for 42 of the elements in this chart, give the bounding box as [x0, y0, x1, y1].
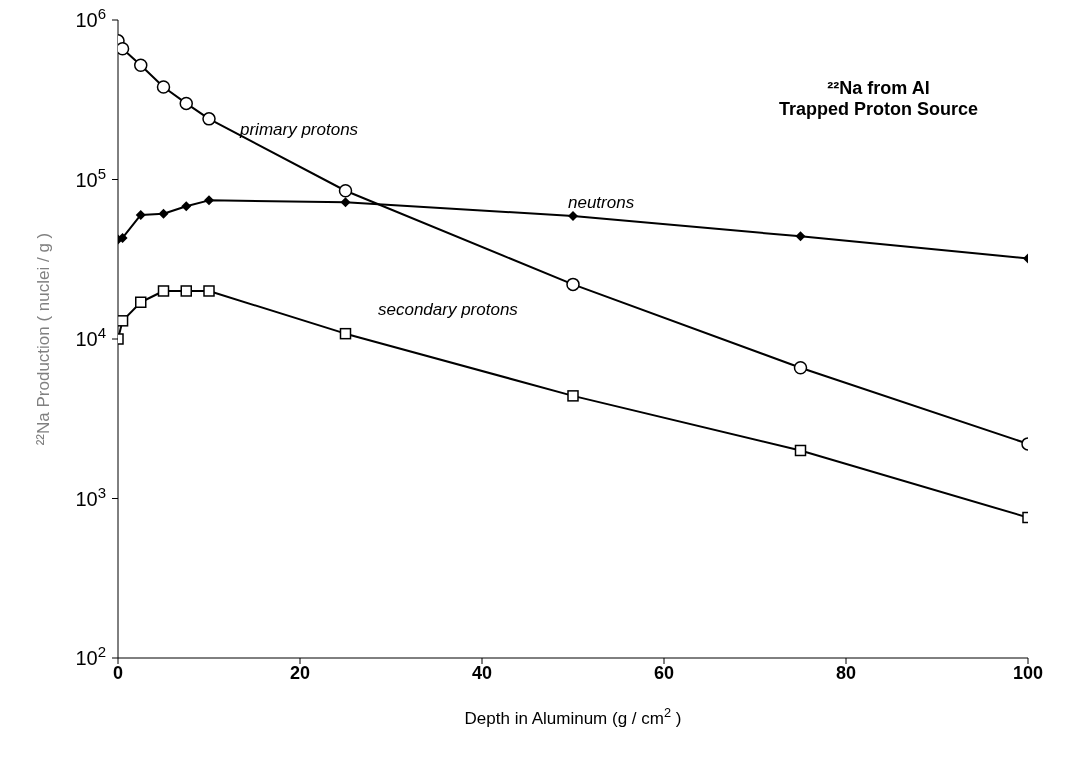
- point: [156, 80, 171, 94]
- x-tick-label: 60: [653, 662, 675, 683]
- y-tick-label: 10$^{4}$: [75, 323, 106, 350]
- series-label: primary protons: [240, 120, 359, 140]
- y-axis-title: ²²Na Production ( nuclei / g ): [34, 232, 54, 446]
- x-tick-label: 80: [835, 662, 857, 683]
- point: [566, 277, 580, 292]
- point: [181, 201, 192, 212]
- point: [118, 42, 130, 56]
- point: [157, 285, 170, 297]
- point: [567, 390, 579, 402]
- text: Trapped Proton Source: [778, 99, 978, 120]
- x-tick-label: 100: [1012, 662, 1044, 683]
- x-axis-title: Depth in Aluminum (g / cm$^{2}$): [464, 704, 682, 728]
- series-label: neutrons: [568, 193, 635, 213]
- x-tick-label: 40: [471, 662, 493, 683]
- point: [134, 58, 148, 73]
- x-tick-label: 0: [112, 662, 124, 683]
- point: [338, 184, 353, 198]
- series-label: secondary protons: [378, 300, 518, 320]
- point: [179, 96, 193, 111]
- point: [180, 285, 192, 297]
- point: [795, 231, 806, 242]
- text: ²²Na from Al: [826, 78, 931, 99]
- x-tick-label: 20: [289, 662, 311, 683]
- point: [135, 209, 146, 220]
- point: [794, 444, 807, 457]
- point: [793, 361, 808, 375]
- point: [204, 195, 214, 206]
- y-tick-label: 10$^{6}$: [75, 4, 106, 31]
- point: [135, 296, 147, 308]
- y-tick-label: 10$^{3}$: [75, 483, 106, 510]
- y-tick-label: 10$^{2}$: [75, 642, 106, 669]
- point: [340, 197, 351, 208]
- point: [118, 315, 129, 327]
- point: [568, 211, 578, 222]
- point: [203, 285, 215, 297]
- point: [339, 327, 352, 340]
- point: [118, 232, 128, 243]
- y-tick-label: 10$^{5}$: [75, 164, 106, 191]
- point: [202, 112, 216, 126]
- point: [158, 208, 169, 219]
